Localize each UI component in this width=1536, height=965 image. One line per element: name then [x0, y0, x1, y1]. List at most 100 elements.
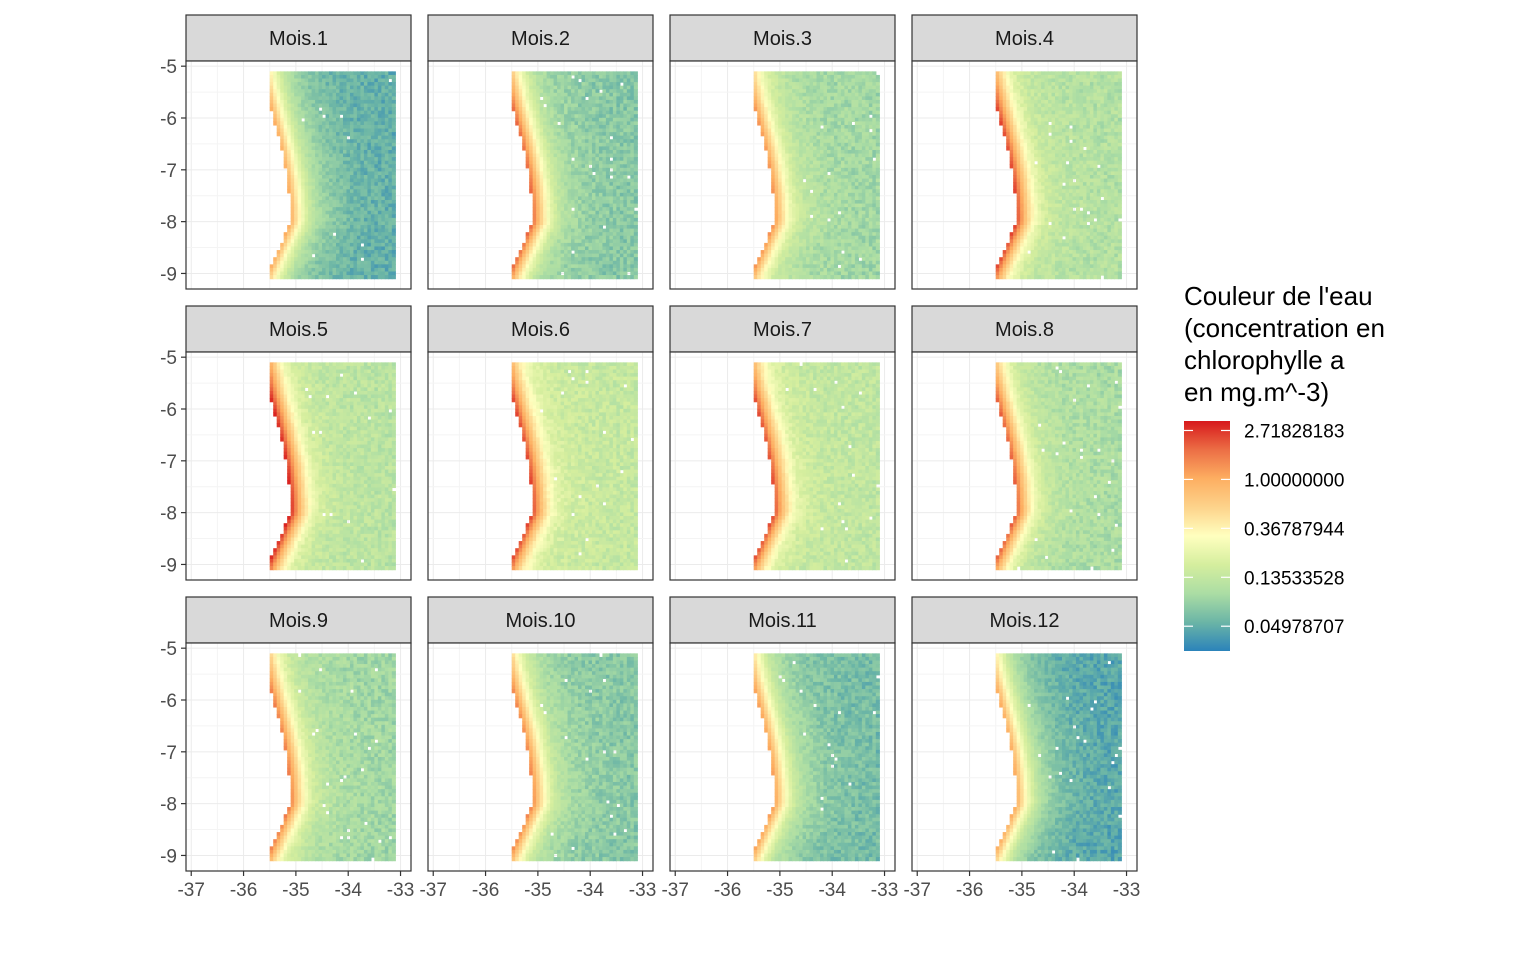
raster-cell	[588, 211, 592, 215]
raster-cell	[855, 139, 859, 143]
raster-cell	[374, 93, 378, 97]
raster-cell	[301, 71, 305, 75]
raster-cell	[378, 93, 382, 97]
raster-cell	[627, 250, 631, 254]
raster-cell	[385, 125, 389, 129]
raster-cell	[371, 268, 375, 272]
raster-cell	[869, 89, 873, 93]
raster-cell	[294, 218, 298, 222]
raster-cell	[322, 250, 326, 254]
raster-cell	[305, 93, 309, 97]
raster-cell	[858, 146, 862, 150]
raster-cell	[578, 268, 582, 272]
raster-cell	[602, 82, 606, 86]
raster-cell	[789, 157, 793, 161]
raster-cell	[315, 161, 319, 165]
raster-cell	[298, 104, 302, 108]
raster-cell	[768, 125, 772, 129]
raster-cell	[353, 236, 357, 240]
raster-cell	[581, 246, 585, 250]
raster-cell	[876, 114, 880, 118]
raster-cell	[333, 118, 337, 122]
raster-cell	[876, 132, 880, 136]
raster-cell	[568, 243, 572, 247]
raster-cell	[350, 79, 354, 83]
raster-cell	[294, 79, 298, 83]
raster-cell	[550, 154, 554, 158]
raster-cell	[298, 275, 302, 279]
raster-cell	[270, 86, 274, 90]
raster-cell	[630, 168, 634, 172]
raster-cell	[630, 114, 634, 118]
raster-cell	[585, 229, 589, 233]
raster-cell	[529, 225, 533, 229]
raster-cell	[294, 143, 298, 147]
raster-cell	[364, 221, 368, 225]
raster-cell	[761, 75, 765, 79]
raster-cell	[294, 118, 298, 122]
raster-cell	[599, 232, 603, 236]
raster-cell	[627, 182, 631, 186]
raster-cell	[392, 207, 396, 211]
raster-cell	[630, 189, 634, 193]
raster-cell	[277, 257, 281, 261]
raster-cell	[291, 193, 295, 197]
raster-cell	[312, 189, 316, 193]
raster-cell	[813, 104, 817, 108]
raster-cell	[599, 243, 603, 247]
raster-cell	[623, 75, 627, 79]
raster-cell	[844, 154, 848, 158]
raster-cell	[270, 107, 274, 111]
raster-cell	[623, 243, 627, 247]
raster-cell	[381, 211, 385, 215]
raster-cell	[319, 139, 323, 143]
raster-cell	[778, 93, 782, 97]
raster-cell	[557, 268, 561, 272]
raster-cell	[823, 157, 827, 161]
raster-cell	[357, 154, 361, 158]
raster-cell	[634, 104, 638, 108]
raster-cell	[381, 125, 385, 129]
raster-cell	[294, 204, 298, 208]
raster-cell	[381, 261, 385, 265]
raster-cell	[827, 186, 831, 190]
raster-cell	[371, 243, 375, 247]
raster-cell	[599, 211, 603, 215]
raster-cell	[630, 236, 634, 240]
raster-cell	[547, 104, 551, 108]
raster-cell	[630, 175, 634, 179]
raster-cell	[378, 193, 382, 197]
raster-cell	[606, 157, 610, 161]
raster-cell	[581, 111, 585, 115]
raster-cell	[561, 257, 565, 261]
raster-cell	[353, 154, 357, 158]
raster-cell	[385, 196, 389, 200]
raster-cell	[578, 243, 582, 247]
raster-cell	[333, 271, 337, 275]
raster-cell	[602, 139, 606, 143]
raster-cell	[515, 261, 519, 265]
raster-cell	[322, 71, 326, 75]
raster-cell	[810, 111, 814, 115]
raster-cell	[837, 164, 841, 168]
raster-cell	[308, 189, 312, 193]
raster-cell	[522, 139, 526, 143]
raster-cell	[620, 204, 624, 208]
raster-cell	[771, 129, 775, 133]
raster-cell	[602, 271, 606, 275]
raster-cell	[364, 182, 368, 186]
raster-cell	[630, 171, 634, 175]
raster-cell	[803, 86, 807, 90]
raster-cell	[550, 246, 554, 250]
raster-cell	[294, 164, 298, 168]
raster-cell	[820, 186, 824, 190]
raster-cell	[536, 114, 540, 118]
raster-cell	[575, 236, 579, 240]
raster-cell	[571, 271, 575, 275]
raster-cell	[529, 136, 533, 140]
raster-cell	[578, 171, 582, 175]
raster-cell	[322, 104, 326, 108]
raster-cell	[312, 261, 316, 265]
raster-cell	[823, 182, 827, 186]
